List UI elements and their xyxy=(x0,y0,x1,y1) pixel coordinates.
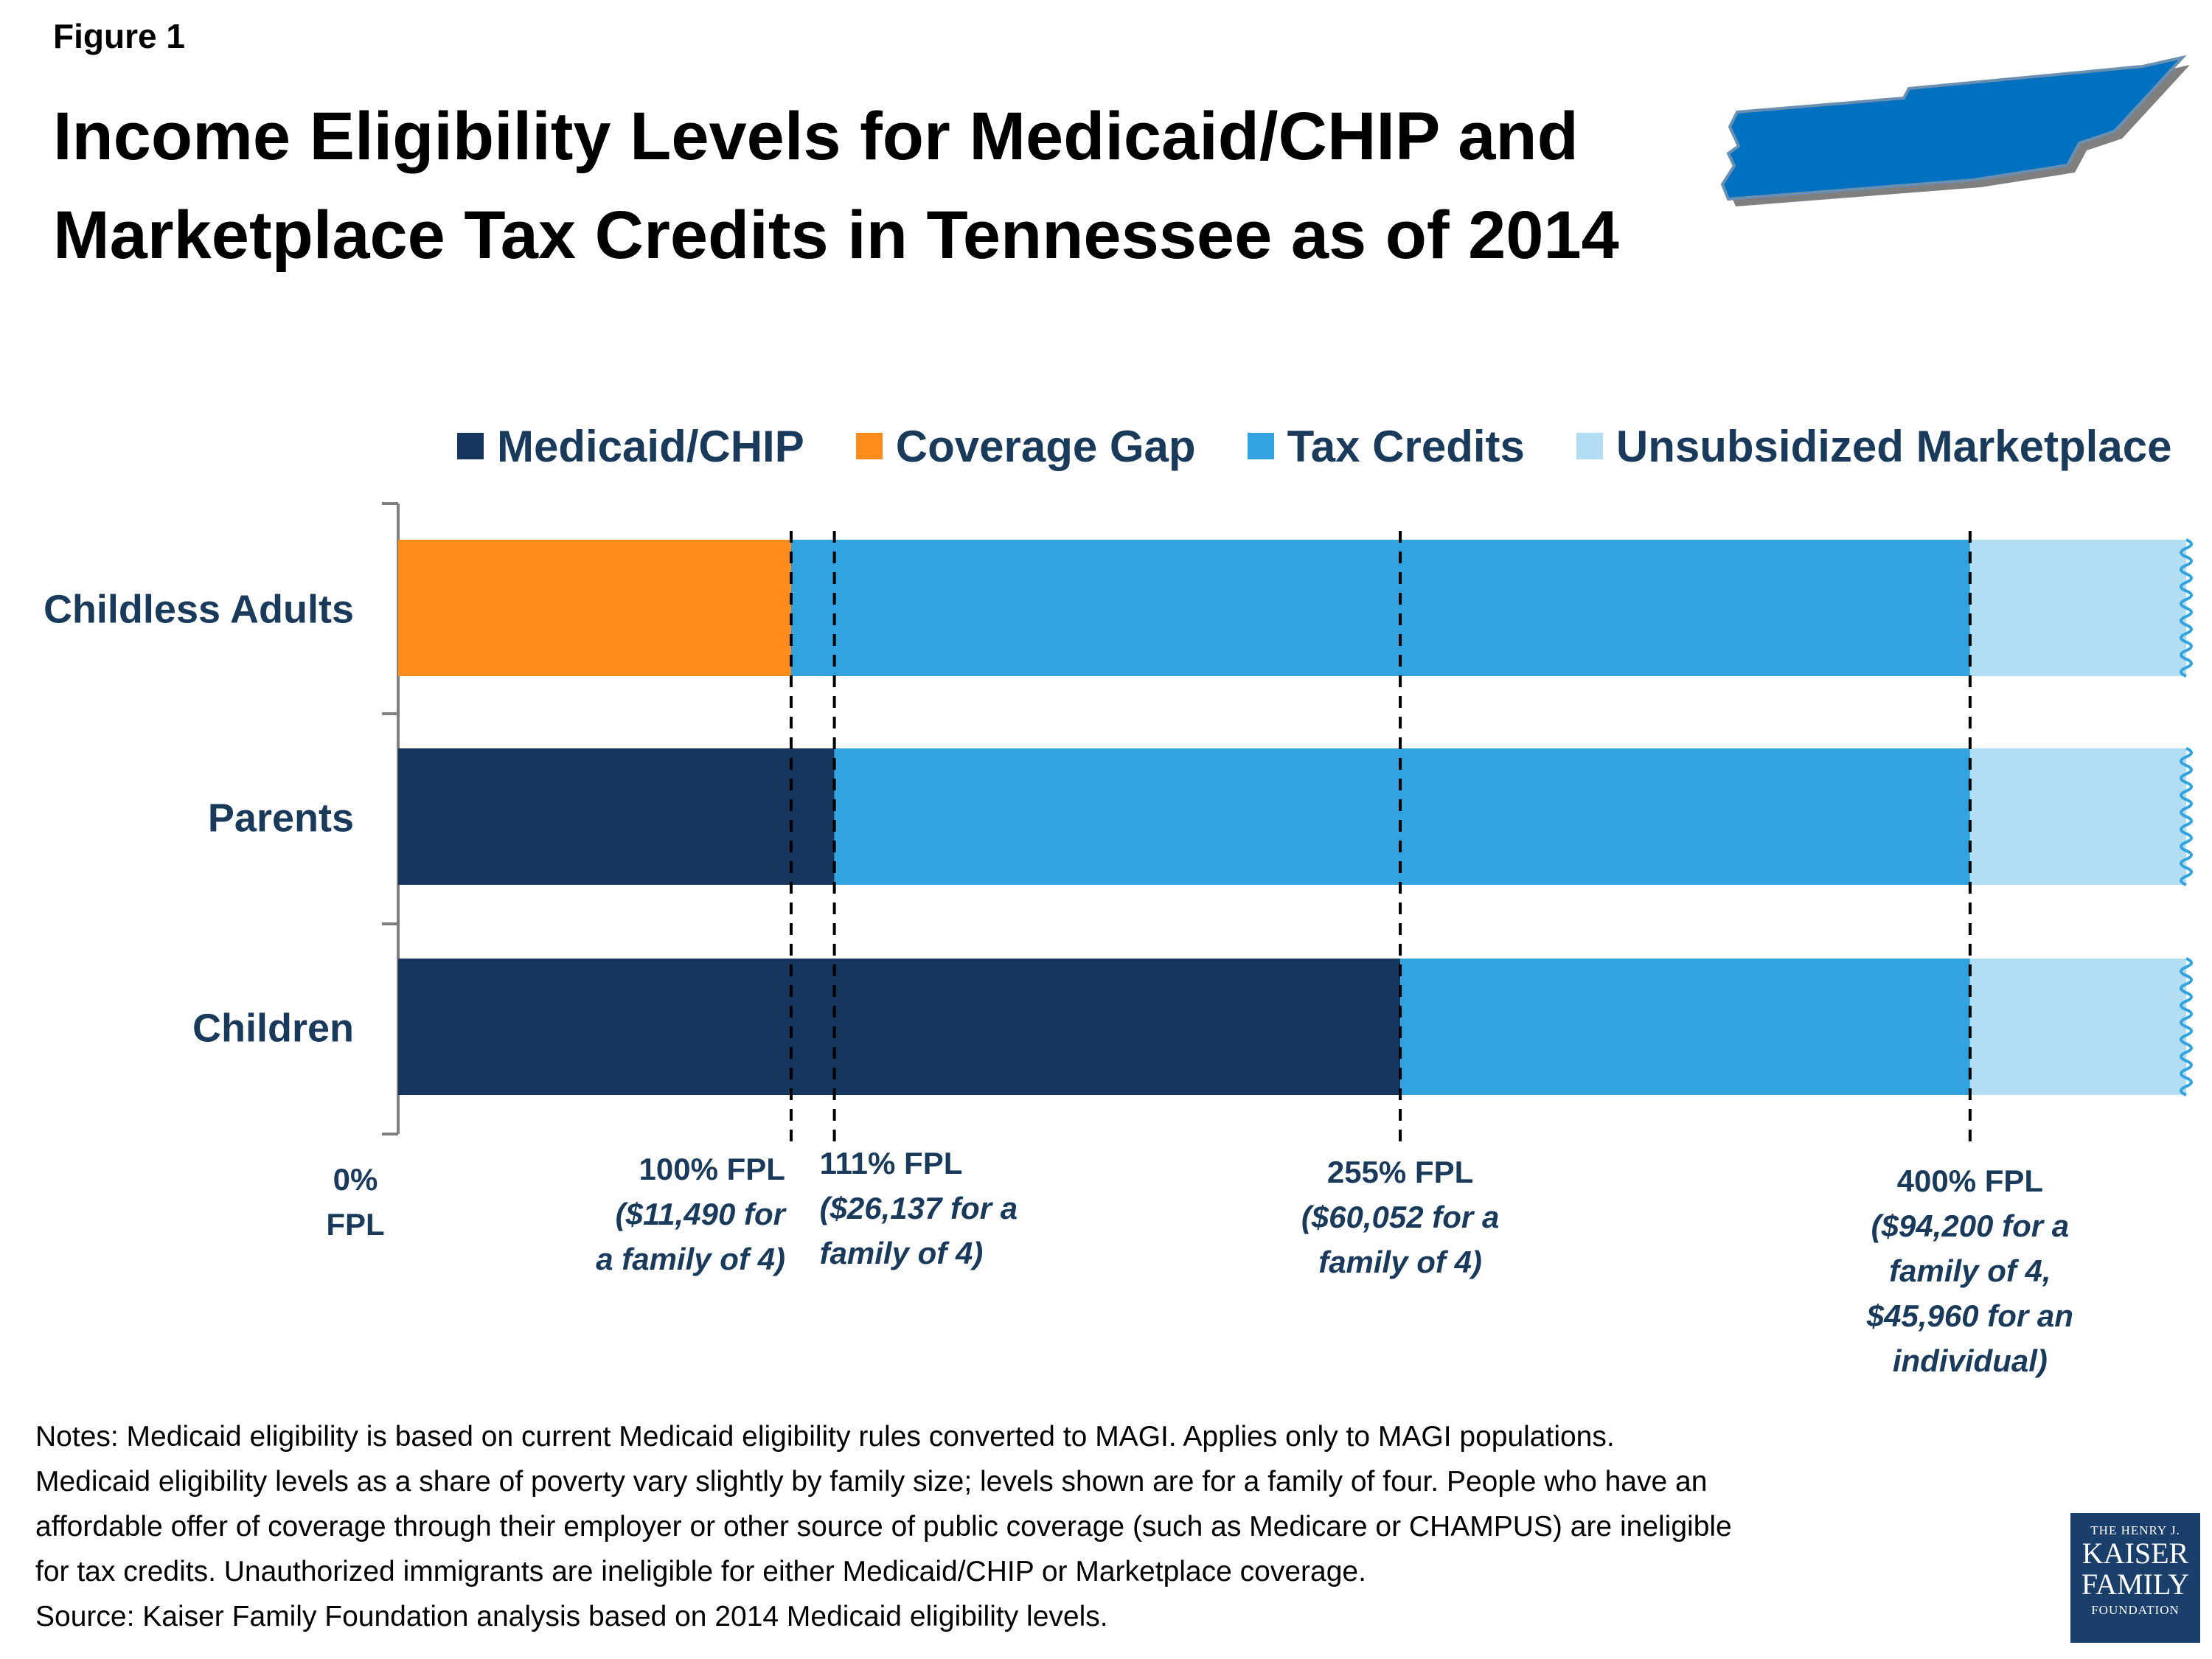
threshold-label-0-line-2: FPL xyxy=(326,1207,384,1242)
threshold-label-255-line-2: ($60,052 for a xyxy=(1301,1200,1500,1234)
category-label-parents: Parents xyxy=(208,796,354,841)
legend-label-medicaid: Medicaid/CHIP xyxy=(497,421,804,471)
kff-logo: THE HENRY J. KAISER FAMILY FOUNDATION xyxy=(2070,1513,2200,1643)
logo-line-2: KAISER xyxy=(2081,1537,2189,1570)
threshold-label-100-line-2: ($11,490 for xyxy=(616,1197,787,1231)
category-label-childless-adults: Childless Adults xyxy=(44,588,354,632)
legend-swatch-tax-credits xyxy=(1247,433,1274,459)
bar-parents-medicaid-chip xyxy=(398,748,835,885)
notes-line-4: for tax credits. Unauthorized immigrants… xyxy=(35,1556,1366,1587)
bar-childless-adults-unsubsidized-marketplace xyxy=(1969,540,2186,676)
bar-childless-adults-coverage-gap xyxy=(398,540,791,676)
legend-item-unsubsidized: Unsubsidized Marketplace xyxy=(1576,421,2172,472)
threshold-label-111-line-2: ($26,137 for a xyxy=(820,1191,1018,1225)
threshold-label-400-line-4: $45,960 for an xyxy=(1866,1298,2073,1333)
bar-children-unsubsidized-marketplace xyxy=(1969,959,2186,1095)
logo-line-1: THE HENRY J. xyxy=(2090,1523,2180,1537)
legend-label-unsubsidized: Unsubsidized Marketplace xyxy=(1615,421,2172,471)
title-line-2: Marketplace Tax Credits in Tennessee as … xyxy=(53,198,1619,273)
legend-swatch-unsubsidized xyxy=(1576,433,1603,459)
legend: Medicaid/CHIP Coverage Gap Tax Credits U… xyxy=(457,417,2212,476)
legend-label-coverage-gap: Coverage Gap xyxy=(895,421,1196,471)
category-label-children: Children xyxy=(192,1006,354,1051)
bar-children-tax-credits xyxy=(1400,959,1970,1095)
eligibility-chart: Childless Adults Parents Children 0% FPL 100%… xyxy=(44,502,2193,1378)
bar-childless-adults-tax-credits xyxy=(790,540,1970,676)
legend-swatch-coverage-gap xyxy=(855,433,883,459)
bar-break-parents xyxy=(2180,747,2193,886)
threshold-label-400-line-2: ($94,200 for a xyxy=(1871,1208,2070,1243)
legend-item-tax-credits: Tax Credits xyxy=(1247,421,1525,472)
threshold-label-400-line-5: individual) xyxy=(1893,1343,2048,1378)
notes: Notes: Medicaid eligibility is based on … xyxy=(35,1414,2041,1639)
title-line-1: Income Eligibility Levels for Medicaid/C… xyxy=(53,99,1579,174)
threshold-label-100-line-3: a family of 4) xyxy=(596,1242,785,1276)
logo-line-3: FAMILY xyxy=(2081,1568,2190,1601)
bar-break-children xyxy=(2180,957,2193,1096)
notes-line-2: Medicaid eligibility levels as a share o… xyxy=(35,1466,1708,1498)
threshold-label-0-line-1: 0% xyxy=(333,1162,378,1197)
legend-label-tax-credits: Tax Credits xyxy=(1287,421,1525,471)
bar-parents-unsubsidized-marketplace xyxy=(1969,748,2186,885)
logo-line-4: FOUNDATION xyxy=(2091,1603,2180,1617)
tennessee-map-icon xyxy=(1720,55,2190,206)
chart-title: Income Eligibility Levels for Medicaid/C… xyxy=(53,87,1638,285)
threshold-label-111-line-3: family of 4) xyxy=(820,1236,984,1270)
legend-swatch-medicaid xyxy=(457,433,484,459)
bar-parents-tax-credits xyxy=(834,748,1970,885)
bar-break-childless-adults xyxy=(2180,538,2193,678)
threshold-label-111-line-1: 111% FPL xyxy=(820,1146,963,1180)
threshold-label-100-line-1: 100% FPL xyxy=(639,1152,785,1186)
threshold-label-400-line-3: family of 4, xyxy=(1889,1253,2051,1288)
threshold-label-255-line-1: 255% FPL xyxy=(1327,1155,1473,1189)
notes-line-3: affordable offer of coverage through the… xyxy=(35,1511,1732,1543)
notes-line-1: Notes: Medicaid eligibility is based on … xyxy=(35,1421,1615,1453)
tennessee-map-shape xyxy=(1720,55,2187,201)
bar-children-medicaid-chip xyxy=(398,959,1401,1095)
threshold-label-255-line-3: family of 4) xyxy=(1318,1245,1482,1279)
threshold-label-400-line-1: 400% FPL xyxy=(1897,1164,2043,1198)
legend-item-coverage-gap: Coverage Gap xyxy=(855,421,1196,472)
source-line: Source: Kaiser Family Foundation analysi… xyxy=(35,1601,1108,1632)
figure-label: Figure 1 xyxy=(53,17,185,55)
legend-item-medicaid: Medicaid/CHIP xyxy=(457,421,804,472)
